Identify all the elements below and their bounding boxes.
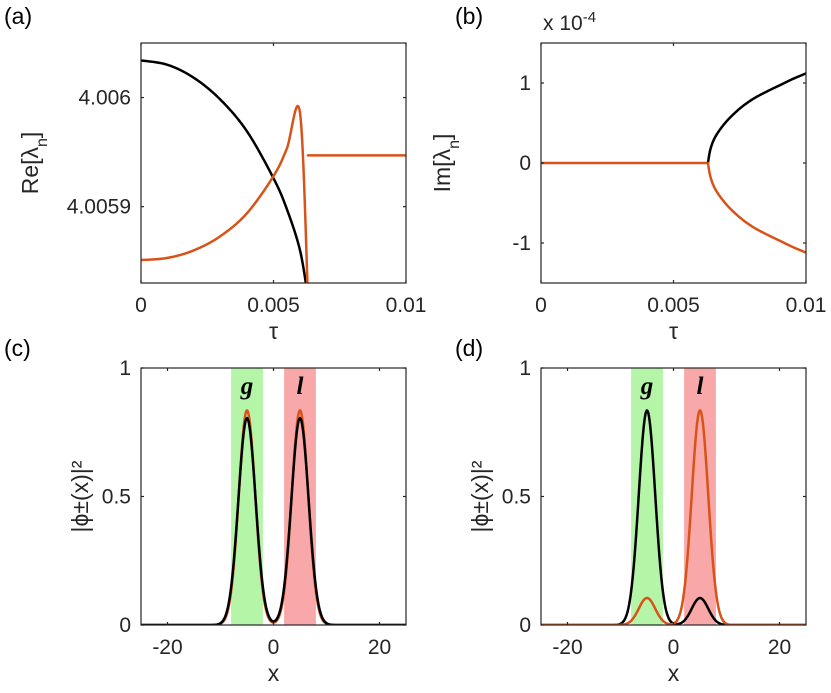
y-tick-label: 0.5 [502,486,531,509]
series-group [141,409,406,625]
series-group [141,59,406,283]
y-axis-label: Im[λn] [429,134,463,193]
panel-label: (b) [455,3,483,29]
axes-box [140,42,407,284]
axes-box [540,367,807,626]
y-tick-label: 1 [519,357,531,380]
axes-box [140,367,407,626]
series-lower-branch [706,161,806,254]
x-axis-label: x [268,660,280,686]
x-tick-label: -20 [552,636,582,659]
panel-a: 0 0.005 0.01 4.0059 4.006 τ Re[λn] (a) [4,3,426,344]
x-tick-label: -20 [152,636,182,659]
region-label-l: l [697,373,704,400]
x-tick-label: 0 [535,294,547,317]
series-upper-branch [706,72,806,165]
series-group [541,409,806,625]
panel-label: (c) [4,335,31,361]
series-phi-black [541,409,806,625]
y-tick-label: 1 [119,357,131,380]
exponent-label: x 10-4 [543,9,596,36]
panel-b: 0 0.005 0.01 -1 0 1 τ Im[λn] x 10-4 (b) [429,3,826,344]
y-tick-label: 0 [519,152,531,175]
region-label-g: g [240,373,254,400]
panel-label: (a) [4,3,32,29]
x-axis-label: τ [669,318,678,344]
series-branch-lower [141,104,309,283]
y-tick-label: -1 [512,232,531,255]
y-tick-label: 1 [519,72,531,95]
x-tick-label: 0 [135,294,147,317]
x-tick-label: 0.01 [786,294,827,317]
x-axis-label: x [668,660,680,686]
y-axis-label: |ϕ±(x)|² [67,460,93,532]
y-tick-label: 0 [119,614,131,637]
x-tick-label: 0.005 [647,294,700,317]
x-tick-label: 0 [668,636,680,659]
y-axis-label: |ϕ±(x)|² [467,460,493,532]
panel-c: g l -20 0 20 0 0.5 1 x |ϕ±(x)|² (c) [4,335,407,686]
panel-label: (d) [455,335,483,361]
y-axis-label: Re[λn] [17,132,51,195]
y-tick-label: 0.5 [102,486,131,509]
y-tick-label: 0 [519,614,531,637]
x-tick-label: 0 [268,636,280,659]
x-tick-label: 20 [768,636,791,659]
region-label-l: l [297,373,304,400]
series-phi-orange [541,409,806,625]
y-tick-label: 4.006 [78,87,131,110]
region-g [231,368,263,625]
y-tick-label: 4.0059 [67,196,131,219]
x-tick-label: 0.01 [386,294,427,317]
series-group [541,72,806,254]
region-g [631,368,663,625]
x-tick-label: 0.005 [247,294,300,317]
region-l [284,368,316,625]
series-phi-black [141,416,406,625]
x-axis-label: τ [269,318,278,344]
series-branch-upper [141,59,308,283]
region-l [684,368,716,625]
x-tick-label: 20 [368,636,391,659]
region-label-g: g [640,373,654,400]
series-phi-orange [141,409,406,625]
panel-d: g l -20 0 20 0 0.5 1 x |ϕ±(x)|² (d) [455,335,807,686]
